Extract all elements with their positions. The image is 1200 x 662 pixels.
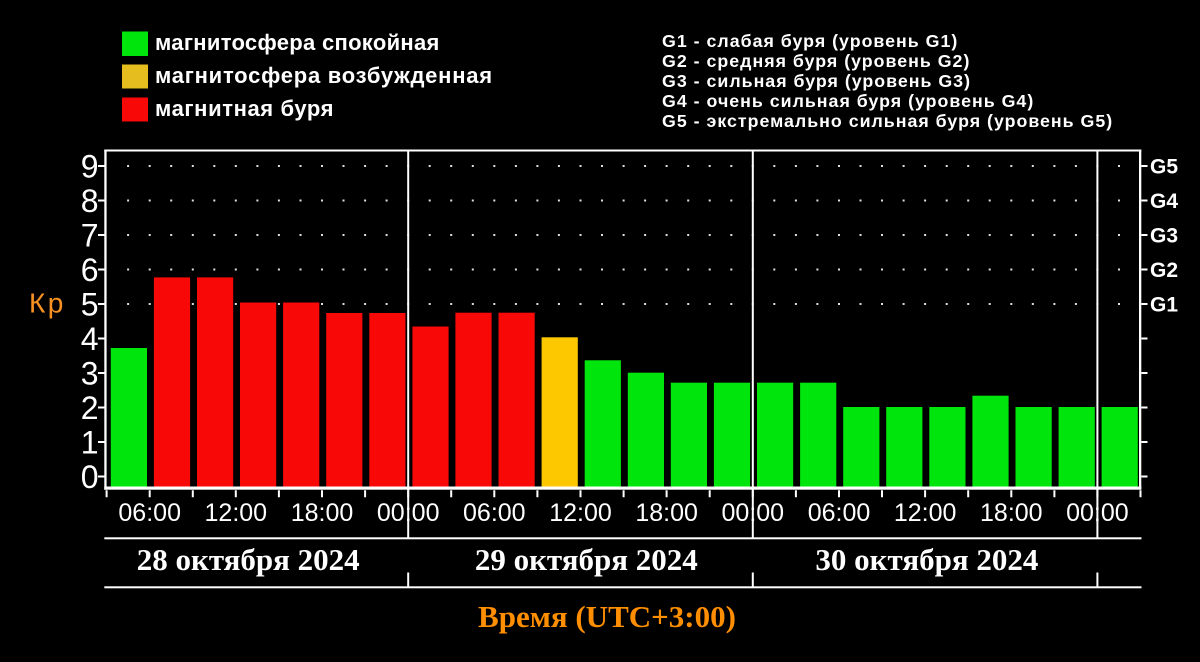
svg-text:00:00: 00:00 — [722, 499, 785, 527]
svg-text:18:00: 18:00 — [635, 499, 698, 527]
svg-text:28 октября 2024: 28 октября 2024 — [137, 542, 360, 577]
svg-text:12:00: 12:00 — [549, 499, 612, 527]
svg-text:30 октября 2024: 30 октября 2024 — [815, 542, 1038, 577]
svg-text:9: 9 — [81, 149, 99, 185]
svg-text:7: 7 — [81, 218, 99, 254]
svg-text:G1: G1 — [1150, 294, 1178, 317]
svg-text:магнитосфера возбужденная: магнитосфера возбужденная — [155, 63, 493, 88]
svg-text:0: 0 — [81, 459, 99, 495]
svg-text:G4: G4 — [1150, 190, 1178, 213]
svg-text:3: 3 — [81, 356, 99, 392]
svg-text:G1 - слабая буря (уровень G1): G1 - слабая буря (уровень G1) — [662, 31, 958, 51]
svg-text:G3 - сильная буря (уровень G3): G3 - сильная буря (уровень G3) — [662, 71, 971, 91]
svg-text:G3: G3 — [1150, 225, 1178, 248]
svg-text:G5: G5 — [1150, 156, 1178, 179]
svg-text:1: 1 — [81, 425, 99, 461]
svg-text:18:00: 18:00 — [291, 499, 354, 527]
svg-text:5: 5 — [81, 287, 99, 323]
svg-text:4: 4 — [81, 321, 99, 357]
svg-text:магнитосфера спокойная: магнитосфера спокойная — [155, 30, 440, 55]
svg-text:00:00: 00:00 — [1066, 499, 1129, 527]
svg-text:12:00: 12:00 — [894, 499, 957, 527]
svg-text:2: 2 — [81, 390, 99, 426]
svg-text:06:00: 06:00 — [118, 499, 181, 527]
svg-text:18:00: 18:00 — [980, 499, 1043, 527]
svg-text:G2: G2 — [1150, 259, 1178, 282]
svg-text:магнитная буря: магнитная буря — [155, 96, 334, 121]
svg-text:G4 - очень сильная буря (урове: G4 - очень сильная буря (уровень G4) — [662, 91, 1034, 111]
svg-text:06:00: 06:00 — [463, 499, 526, 527]
svg-text:6: 6 — [81, 252, 99, 288]
svg-text:00:00: 00:00 — [377, 499, 440, 527]
svg-text:06:00: 06:00 — [808, 499, 871, 527]
svg-text:Время (UTC+3:00): Время (UTC+3:00) — [478, 599, 736, 634]
svg-text:12:00: 12:00 — [205, 499, 268, 527]
svg-text:8: 8 — [81, 183, 99, 219]
svg-text:Кр: Кр — [29, 287, 66, 318]
svg-text:G5 - экстремально сильная буря: G5 - экстремально сильная буря (уровень … — [662, 111, 1113, 131]
svg-text:G2 - средняя буря (уровень G2): G2 - средняя буря (уровень G2) — [662, 51, 970, 71]
svg-text:29 октября 2024: 29 октября 2024 — [475, 542, 698, 577]
